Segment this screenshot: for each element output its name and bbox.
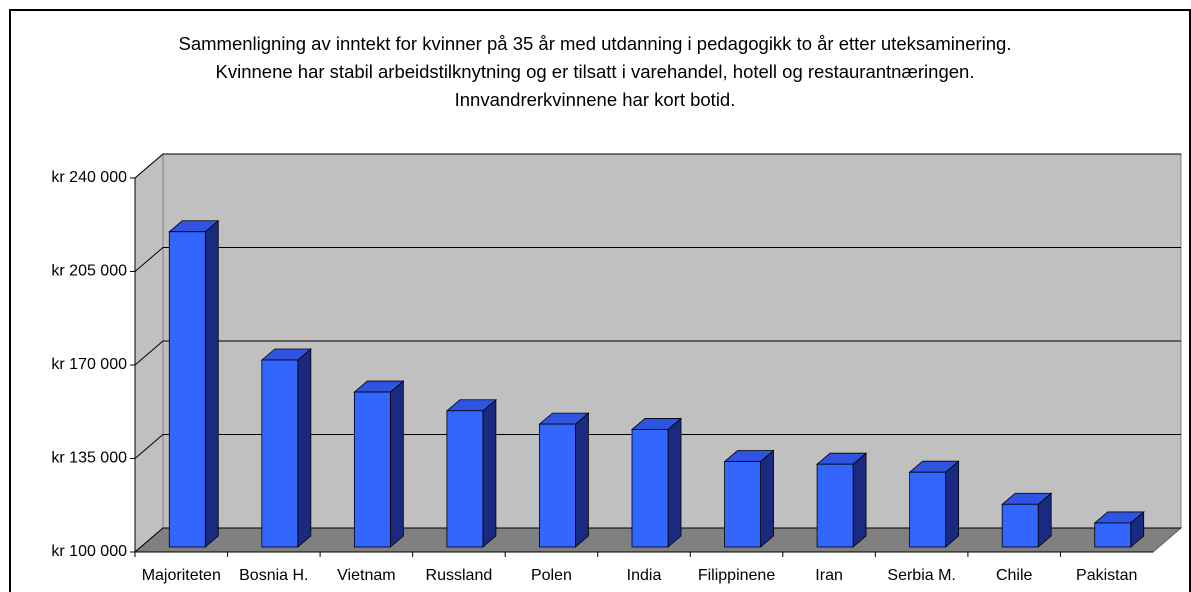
x-tick-label: Pakistan	[1076, 567, 1137, 584]
bar-side	[389, 380, 404, 548]
x-tick-label: Serbia M.	[887, 567, 955, 584]
bar-side	[297, 348, 312, 548]
y-tick-label: kr 205 000	[51, 263, 127, 280]
bar	[353, 391, 391, 548]
grid-line	[134, 247, 1181, 272]
grid-line	[134, 153, 1181, 179]
bar-side	[945, 460, 960, 548]
bar	[909, 471, 947, 548]
bar-side	[852, 452, 867, 548]
bar	[539, 423, 576, 548]
bar-side	[482, 398, 497, 548]
x-tick-label: Bosnia H.	[239, 567, 308, 584]
bar	[261, 359, 299, 548]
bar	[1094, 522, 1132, 548]
bar	[631, 429, 669, 548]
x-tick-label: Chile	[996, 567, 1033, 584]
bar-side	[760, 449, 774, 548]
x-tick-label: India	[627, 567, 662, 584]
grid-line	[134, 434, 1181, 459]
x-tick-label: Polen	[531, 567, 572, 584]
y-tick-label: kr 240 000	[51, 169, 127, 186]
bar	[724, 461, 761, 548]
bar-side	[575, 412, 589, 548]
bar	[816, 463, 854, 548]
chart-title: Sammenligning av inntekt for kvinner på …	[178, 33, 1012, 110]
y-tick-label: kr 100 000	[51, 543, 127, 560]
bar-side	[667, 417, 682, 548]
x-tick-label: Iran	[815, 567, 843, 584]
x-tick-label: Vietnam	[337, 567, 395, 584]
grid-line	[134, 340, 1181, 366]
bar	[446, 410, 484, 548]
y-tick-label: kr 135 000	[51, 450, 127, 467]
bar	[1001, 503, 1039, 548]
bar	[168, 231, 206, 548]
x-tick-label: Majoriteten	[142, 567, 221, 584]
x-tick-label: Filippinene	[698, 567, 775, 584]
y-tick-label: kr 170 000	[51, 356, 127, 373]
bar-side	[204, 219, 219, 548]
x-tick-label: Russland	[426, 567, 493, 584]
